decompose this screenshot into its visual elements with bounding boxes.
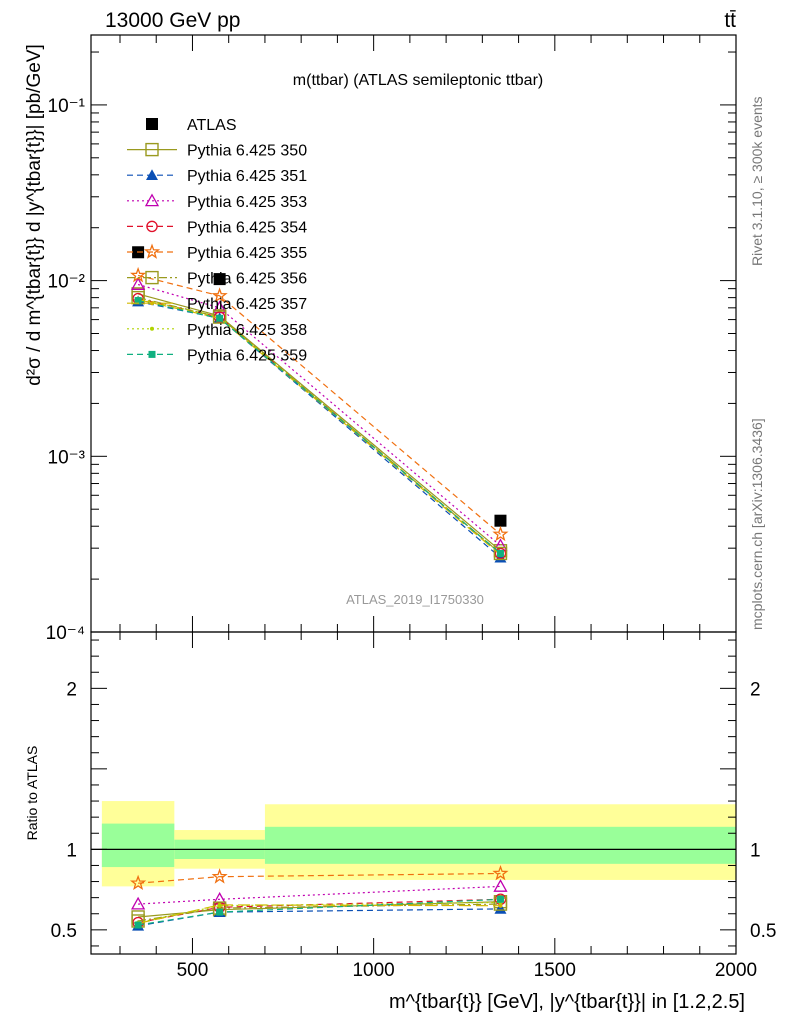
ratio-y-axis-label: Ratio to ATLAS <box>24 746 40 841</box>
ratio-data-point <box>216 908 224 916</box>
main-data-point <box>216 314 224 322</box>
rivet-version-label: Rivet 3.1.10, ≥ 300k events <box>749 96 765 266</box>
main-series-line <box>137 274 501 535</box>
ratio-y-tick-label-right: 0.5 <box>750 921 776 942</box>
main-data-point <box>494 547 507 560</box>
ratio-uncertainty-bands <box>101 801 736 887</box>
ratio-frame <box>90 631 737 955</box>
ratio-data-point <box>498 903 503 908</box>
legend-marker <box>145 142 159 157</box>
legend-marker <box>148 350 156 358</box>
legend-marker <box>150 301 154 306</box>
header-process-label: tt̄ <box>724 9 736 32</box>
main-data-point <box>493 546 508 561</box>
legend-label: Pythia 6.425 351 <box>187 168 307 185</box>
ratio-x-tick-label: 500 <box>177 960 209 981</box>
legend-marker <box>146 169 158 180</box>
main-y-tick-label: 10⁻² <box>48 272 86 293</box>
main-x-ticks <box>119 35 737 632</box>
legend-marker <box>146 118 158 130</box>
main-y-tick-label: 10⁻³ <box>48 447 86 468</box>
legend-label: Pythia 6.425 358 <box>187 322 307 339</box>
main-y-axis-label: d²σ / d m^{tbar{t}} d |y^{tbar{t}}| [pb/… <box>24 44 45 386</box>
legend-label: ATLAS <box>187 117 237 134</box>
ratio-data-point <box>496 895 504 903</box>
main-data-point <box>131 277 146 290</box>
main-data-point <box>494 514 507 527</box>
x-axis-label: m^{tbar{t}} [GeV], |y^{tbar{t}}| in [1.2… <box>389 991 745 1013</box>
legend-marker <box>145 270 159 285</box>
chart-title: m(ttbar) (ATLAS semileptonic ttbar) <box>293 72 543 89</box>
legend-label: Pythia 6.425 355 <box>187 245 307 262</box>
main-panel: 10⁻¹ 10⁻² 10⁻³ 10⁻⁴ m(ttbar) (ATLAS semilep… <box>46 34 737 644</box>
ratio-x-tick-label: 2000 <box>715 960 757 981</box>
ratio-y-ticks: 0.5 0.5 1 1 2 2 <box>51 639 776 947</box>
ratio-x-ticks: 500 1000 1500 2000 <box>119 632 757 981</box>
ratio-series-line <box>137 901 501 924</box>
legend-marker <box>150 326 154 331</box>
ratio-data-point <box>129 874 147 891</box>
legend-label: Pythia 6.425 354 <box>187 219 307 236</box>
legend-label: Pythia 6.425 350 <box>187 143 307 160</box>
ratio-data-point <box>494 902 507 914</box>
legend-label: Pythia 6.425 357 <box>187 296 307 313</box>
main-data-point <box>492 525 509 542</box>
main-data-point <box>134 297 142 305</box>
ratio-data-point <box>493 879 508 892</box>
ratio-series-layer <box>129 864 509 931</box>
legend-marker <box>144 193 160 207</box>
ratio-y-tick-label-left: 2 <box>66 679 77 700</box>
ratio-y-tick-label-left: 1 <box>66 840 77 861</box>
ratio-y-tick-label-left: 0.5 <box>51 921 77 942</box>
ratio-x-tick-label: 1500 <box>534 960 576 981</box>
legend: ATLAS Pythia 6.425 350 Pythia 6.425 351 Pyt… <box>127 117 307 364</box>
main-data-point <box>496 549 504 557</box>
ratio-series-line <box>137 904 501 924</box>
ratio-series-line <box>138 872 501 884</box>
ratio-data-point <box>492 864 509 881</box>
ratio-data-point <box>131 896 146 910</box>
ratio-data-point <box>211 868 228 884</box>
legend-marker <box>146 220 158 233</box>
main-y-tick-label: 10⁻¹ <box>48 96 86 117</box>
ratio-series-line <box>138 903 501 922</box>
ratio-band-inner <box>264 826 736 864</box>
main-series-line <box>137 299 501 556</box>
legend-label: Pythia 6.425 356 <box>187 271 307 288</box>
mcplots-reference-label: mcplots.cern.ch [arXiv:1306.3436] <box>749 418 765 630</box>
header-energy-label: 13000 GeV pp <box>105 9 240 32</box>
ratio-band-inner <box>101 823 175 868</box>
main-y-tick-label: 10⁻⁴ <box>46 623 85 644</box>
ratio-data-point <box>134 921 142 929</box>
ratio-series-line <box>138 885 501 905</box>
analysis-watermark: ATLAS_2019_I1750330 <box>346 592 484 607</box>
legend-label: Pythia 6.425 359 <box>187 347 307 364</box>
main-y-ticks: 10⁻¹ 10⁻² 10⁻³ 10⁻⁴ <box>46 51 736 644</box>
ratio-x-tick-label: 1000 <box>352 960 394 981</box>
main-series-layer <box>129 246 509 563</box>
main-series-line <box>137 301 501 559</box>
main-data-point <box>211 287 228 303</box>
ratio-y-tick-label-right: 1 <box>750 840 761 861</box>
main-series-line <box>137 283 501 547</box>
legend-marker <box>143 243 161 259</box>
ratio-panel: 0.5 0.5 1 1 2 2 500 1000 1500 2000 <box>51 631 776 981</box>
main-data-point <box>213 273 226 286</box>
legend-label: Pythia 6.425 353 <box>187 194 307 211</box>
ratio-data-point <box>217 903 222 908</box>
ratio-y-tick-label-right: 2 <box>750 679 761 700</box>
